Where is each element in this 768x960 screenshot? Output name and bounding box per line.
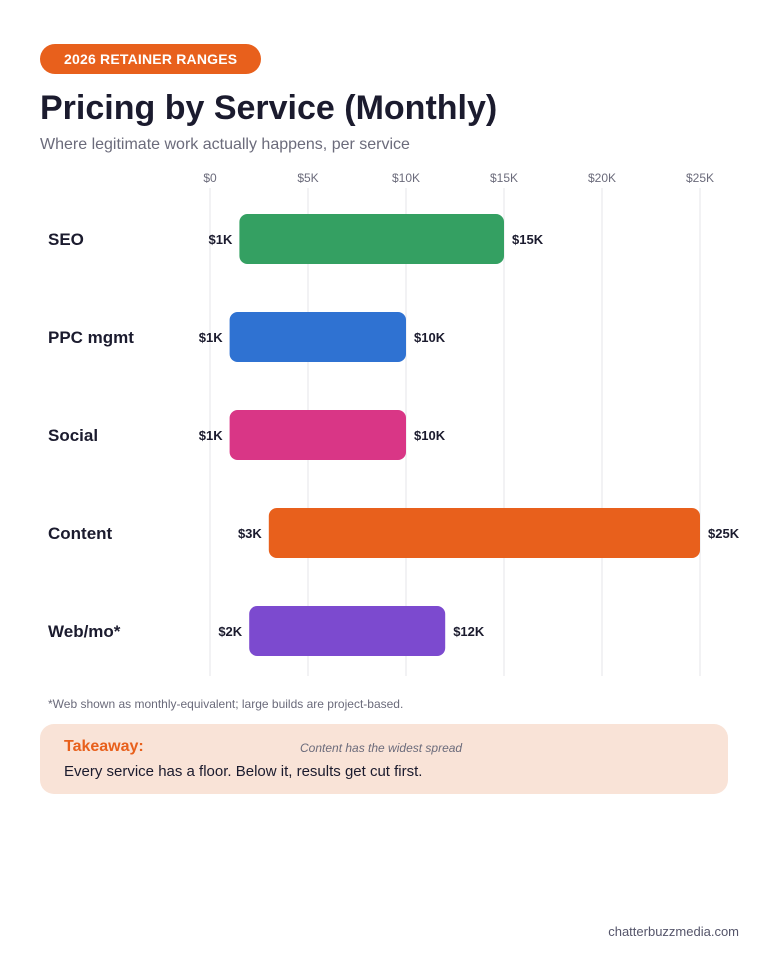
- min-value-label: $3K: [238, 526, 262, 541]
- range-badge: 2026 RETAINER RANGES: [40, 44, 262, 74]
- max-value-label: $10K: [414, 330, 446, 345]
- takeaway-text: Every service has a floor. Below it, res…: [64, 763, 423, 780]
- range-bar: [239, 214, 504, 264]
- footnote: *Web shown as monthly-equivalent; large …: [48, 697, 404, 711]
- x-tick-label: $25K: [686, 171, 714, 185]
- range-bar: [268, 508, 700, 558]
- x-tick-label: $20K: [588, 171, 616, 185]
- min-value-label: $1K: [199, 330, 223, 345]
- min-value-label: $1K: [199, 428, 223, 443]
- x-tick-label: $0: [203, 171, 217, 185]
- category-label: Web/mo*: [48, 622, 121, 641]
- min-value-label: $1K: [209, 232, 233, 247]
- max-value-label: $10K: [414, 428, 446, 443]
- max-value-label: $12K: [453, 624, 485, 639]
- grid-layer: $0 $5K $10K $15K $20K $25K: [203, 171, 714, 676]
- x-tick-label: $10K: [392, 171, 420, 185]
- takeaway-note: Content has the widest spread: [300, 741, 463, 755]
- range-bar: [229, 410, 406, 460]
- source-credit: chatterbuzzmedia.com: [608, 924, 739, 939]
- pricing-range-chart: $0 $5K $10K $15K $20K $25K SEO $1K $15K PPC mgmt…: [48, 171, 740, 676]
- takeaway-heading: Takeaway:: [64, 738, 144, 755]
- max-value-label: $15K: [512, 232, 544, 247]
- page-subtitle: Where legitimate work actually happens, …: [40, 136, 410, 153]
- max-value-label: $25K: [708, 526, 740, 541]
- category-label: SEO: [48, 230, 84, 249]
- category-label: PPC mgmt: [48, 328, 134, 347]
- category-label: Content: [48, 524, 113, 543]
- range-bar: [249, 606, 446, 656]
- category-label: Social: [48, 426, 98, 445]
- takeaway-box: Takeaway: Content has the widest spread …: [40, 724, 728, 794]
- x-tick-label: $5K: [297, 171, 318, 185]
- page-title: Pricing by Service (Monthly): [40, 89, 498, 127]
- min-value-label: $2K: [218, 624, 242, 639]
- bars-layer: SEO $1K $15K PPC mgmt $1K $10K Social $1K $10K Co…: [48, 214, 740, 656]
- x-tick-label: $15K: [490, 171, 518, 185]
- range-bar: [229, 312, 406, 362]
